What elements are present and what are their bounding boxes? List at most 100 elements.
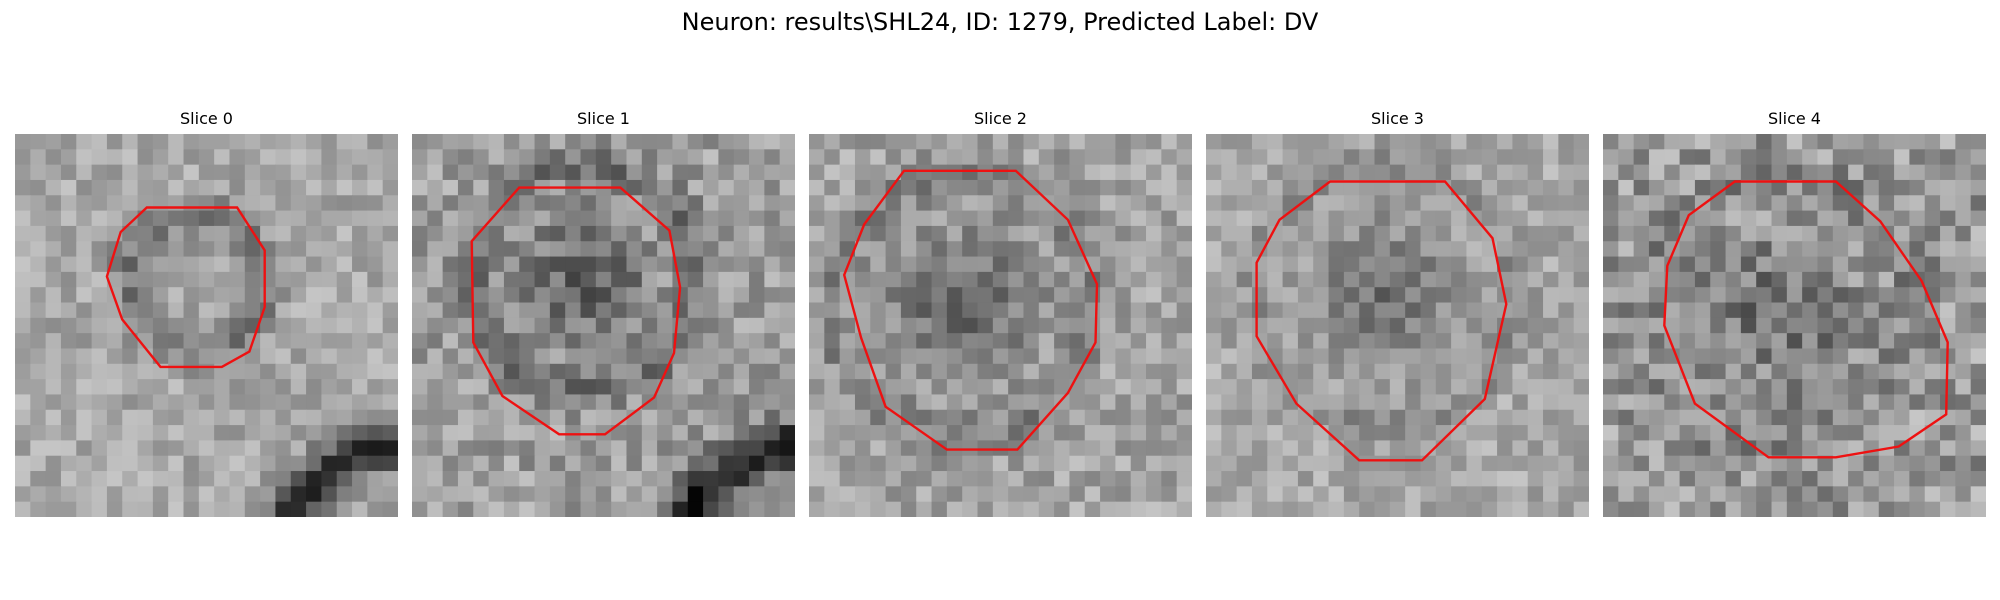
image-pixel [1054, 501, 1071, 517]
image-pixel [900, 287, 917, 304]
image-pixel [1756, 379, 1773, 396]
image-pixel [1940, 256, 1956, 273]
image-pixel [1069, 134, 1086, 150]
image-pixel [412, 164, 428, 181]
image-pixel [1359, 287, 1376, 304]
image-pixel [824, 164, 841, 181]
image-pixel [839, 363, 856, 380]
image-pixel [1176, 379, 1192, 396]
image-pixel [1374, 471, 1391, 487]
image-pixel [1206, 471, 1222, 487]
image-pixel [412, 179, 428, 196]
image-pixel [15, 149, 31, 166]
image-pixel [519, 348, 536, 365]
image-pixel [1527, 409, 1544, 426]
image-pixel [1023, 149, 1040, 166]
image-pixel [488, 394, 505, 411]
image-pixel [1023, 363, 1040, 380]
image-pixel [1038, 287, 1055, 304]
image-pixel [503, 225, 520, 242]
image-pixel [183, 179, 200, 196]
image-pixel [1648, 471, 1665, 487]
image-pixel [122, 241, 139, 258]
image-pixel [931, 317, 948, 334]
image-pixel [992, 195, 1009, 212]
image-pixel [1343, 471, 1360, 487]
image-pixel [198, 164, 215, 181]
image-pixel [1924, 210, 1941, 227]
image-pixel [503, 440, 520, 457]
image-pixel [1771, 149, 1788, 166]
image-pixel [1130, 333, 1147, 350]
image-pixel [1023, 164, 1040, 181]
image-pixel [367, 363, 384, 380]
image-pixel [1648, 440, 1665, 457]
image-pixel [1389, 149, 1406, 166]
image-pixel [336, 225, 353, 242]
image-pixel [214, 455, 231, 472]
slice-image-4 [1603, 134, 1986, 517]
image-pixel [946, 241, 963, 258]
image-pixel [1878, 455, 1895, 472]
image-pixel [672, 501, 689, 517]
image-pixel [427, 348, 444, 365]
image-pixel [427, 317, 444, 334]
image-pixel [1802, 333, 1819, 350]
image-pixel [122, 471, 139, 487]
image-pixel [595, 409, 612, 426]
image-pixel [1161, 195, 1178, 212]
image-pixel [336, 164, 353, 181]
image-pixel [1328, 501, 1345, 517]
image-pixel [1817, 225, 1834, 242]
image-pixel [1558, 317, 1575, 334]
image-pixel [473, 486, 490, 503]
image-pixel [839, 455, 856, 472]
image-pixel [519, 302, 536, 319]
image-pixel [1374, 394, 1391, 411]
image-pixel [1161, 256, 1178, 273]
image-pixel [106, 471, 123, 487]
image-pixel [1497, 409, 1513, 426]
image-pixel [1940, 195, 1956, 212]
image-pixel [641, 134, 658, 150]
image-pixel [1100, 379, 1116, 396]
image-pixel [1924, 363, 1941, 380]
image-pixel [1955, 455, 1972, 472]
image-pixel [1679, 425, 1696, 441]
image-pixel [137, 363, 154, 380]
image-pixel [91, 134, 108, 150]
image-pixel [260, 379, 277, 396]
image-pixel [244, 363, 261, 380]
image-pixel [91, 394, 108, 411]
image-pixel [1435, 394, 1452, 411]
image-pixel [749, 179, 765, 196]
image-pixel [992, 471, 1009, 487]
image-pixel [229, 225, 246, 242]
image-pixel [824, 379, 841, 396]
image-pixel [1420, 425, 1437, 441]
image-pixel [1863, 409, 1880, 426]
image-pixel [1297, 501, 1314, 517]
image-pixel [1313, 501, 1330, 517]
image-pixel [152, 379, 169, 396]
image-pixel [931, 302, 948, 319]
image-pixel [1558, 455, 1575, 472]
image-pixel [809, 379, 825, 396]
image-pixel [1176, 333, 1192, 350]
image-pixel [1161, 225, 1178, 242]
image-pixel [1771, 210, 1788, 227]
image-pixel [1924, 256, 1941, 273]
image-pixel [367, 302, 384, 319]
image-pixel [1451, 256, 1468, 273]
image-pixel [1786, 302, 1803, 319]
image-pixel [1267, 241, 1284, 258]
image-pixel [549, 379, 566, 396]
image-pixel [534, 164, 551, 181]
image-pixel [275, 394, 292, 411]
image-pixel [336, 241, 353, 258]
image-pixel [15, 134, 31, 150]
image-pixel [1648, 394, 1665, 411]
image-pixel [457, 471, 474, 487]
image-pixel [1023, 195, 1040, 212]
image-pixel [1435, 225, 1452, 242]
